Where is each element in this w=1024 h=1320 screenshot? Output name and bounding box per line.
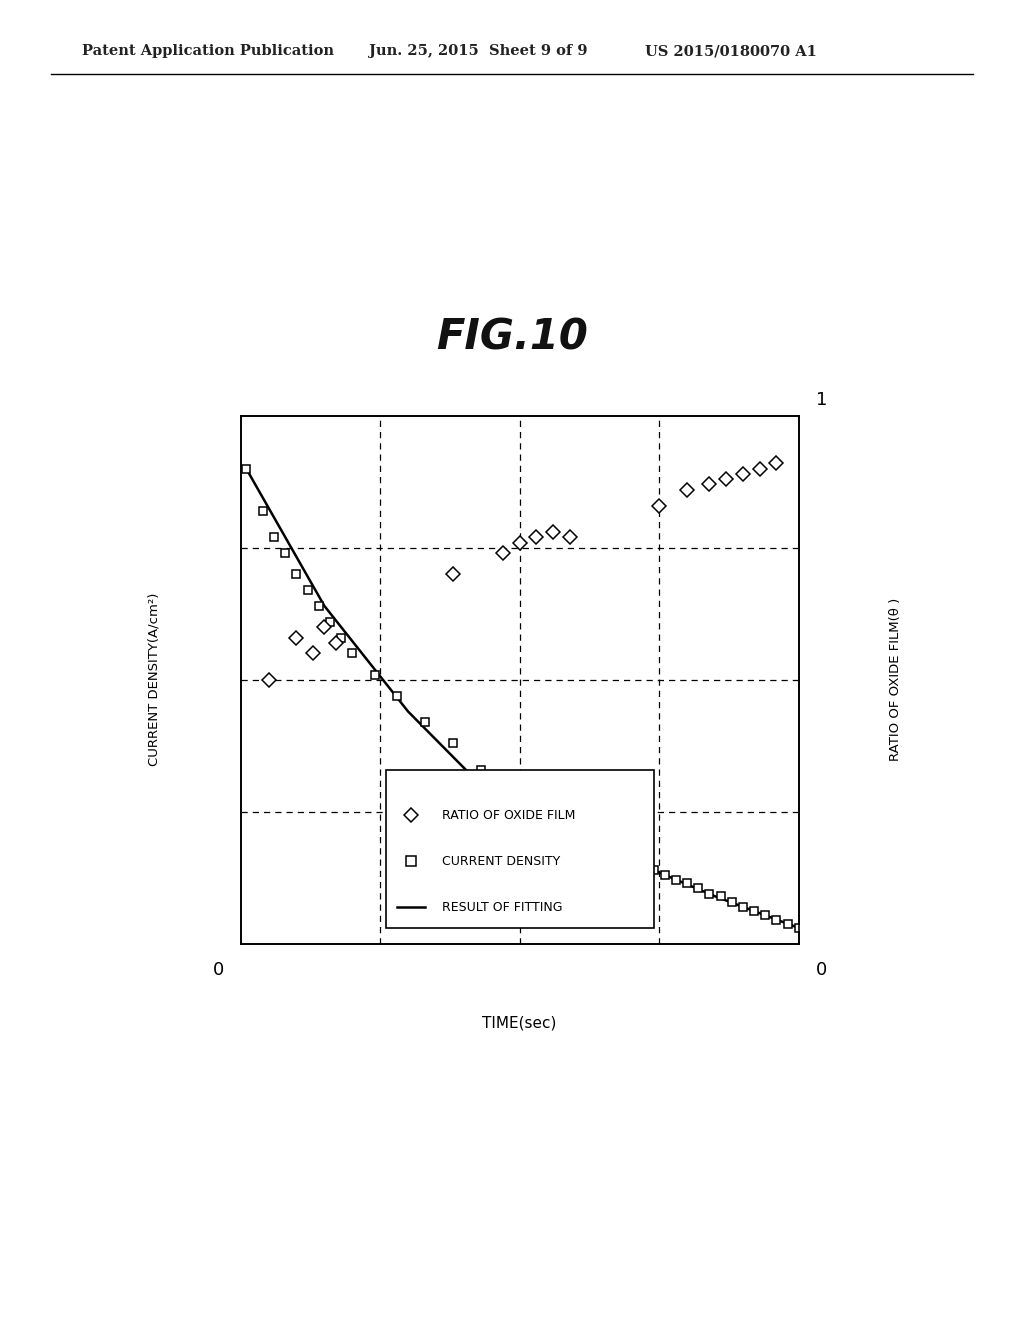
Text: 1: 1 — [815, 391, 827, 409]
Text: 0: 0 — [816, 961, 826, 979]
Text: RESULT OF FITTING: RESULT OF FITTING — [441, 900, 562, 913]
Text: CURRENT DENSITY(A/cm²): CURRENT DENSITY(A/cm²) — [147, 593, 160, 767]
Text: US 2015/0180070 A1: US 2015/0180070 A1 — [645, 45, 817, 58]
Text: CURRENT DENSITY: CURRENT DENSITY — [441, 855, 560, 867]
Bar — [386, 770, 653, 928]
Text: RATIO OF OXIDE FILM: RATIO OF OXIDE FILM — [441, 809, 574, 822]
Text: Jun. 25, 2015  Sheet 9 of 9: Jun. 25, 2015 Sheet 9 of 9 — [369, 45, 587, 58]
Text: FIG.10: FIG.10 — [436, 317, 588, 359]
Text: TIME(sec): TIME(sec) — [482, 1015, 557, 1031]
Text: Patent Application Publication: Patent Application Publication — [82, 45, 334, 58]
Text: 0: 0 — [213, 961, 223, 979]
Text: RATIO OF OXIDE FILM(θ ): RATIO OF OXIDE FILM(θ ) — [890, 598, 902, 762]
